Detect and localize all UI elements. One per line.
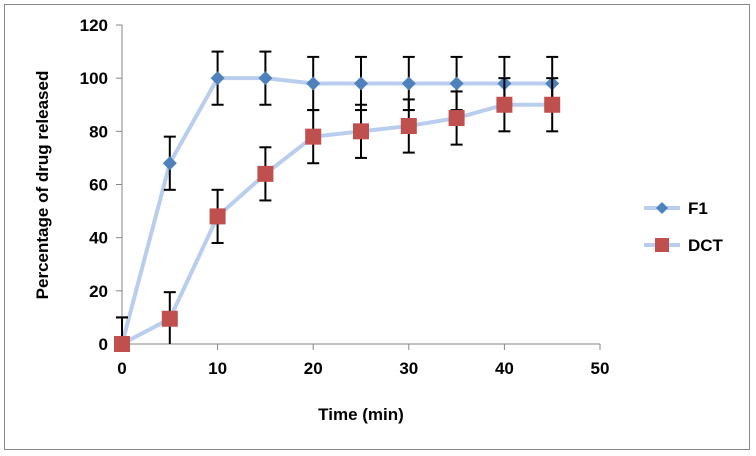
x-tick-label: 20: [304, 359, 323, 378]
legend-label-DCT: DCT: [688, 236, 724, 255]
legend-marker-DCT: [655, 238, 669, 252]
data-point-F1: [210, 71, 225, 86]
x-tick-label: 30: [399, 359, 418, 378]
data-point-F1: [354, 76, 368, 91]
data-point-F1: [401, 76, 416, 91]
legend-marker-F1: [656, 202, 668, 214]
y-tick-label: 20: [89, 282, 108, 301]
data-point-DCT: [400, 118, 417, 135]
data-point-DCT: [257, 165, 274, 182]
y-tick-label: 0: [99, 335, 108, 354]
y-tick-label: 60: [89, 176, 108, 195]
series-line-F1: [120, 76, 553, 345]
x-tick-label: 50: [591, 359, 610, 378]
series-line-DCT: [121, 102, 553, 346]
data-point-DCT: [448, 110, 465, 127]
data-point-F1: [258, 71, 273, 86]
data-point-DCT: [209, 208, 226, 225]
data-point-DCT: [161, 310, 178, 327]
data-point-DCT: [496, 96, 513, 113]
data-point-DCT: [544, 96, 561, 113]
data-point-DCT: [305, 128, 322, 145]
data-point-DCT: [353, 123, 369, 140]
x-axis-label: Time (min): [318, 405, 404, 424]
y-tick-label: 100: [80, 69, 108, 88]
x-tick-label: 0: [117, 359, 126, 378]
x-tick-label: 10: [208, 359, 227, 378]
y-tick-label: 120: [80, 16, 108, 35]
y-axis-label: Percentage of drug released: [33, 71, 52, 300]
y-tick-label: 40: [89, 229, 108, 248]
y-tick-label: 80: [89, 122, 108, 141]
data-point-F1: [306, 76, 321, 91]
chart-frame: [4, 4, 750, 450]
data-point-F1: [162, 156, 177, 171]
x-tick-label: 40: [495, 359, 514, 378]
data-point-F1: [449, 76, 464, 91]
data-point-DCT: [114, 336, 130, 352]
legend-label-F1: F1: [688, 199, 708, 218]
